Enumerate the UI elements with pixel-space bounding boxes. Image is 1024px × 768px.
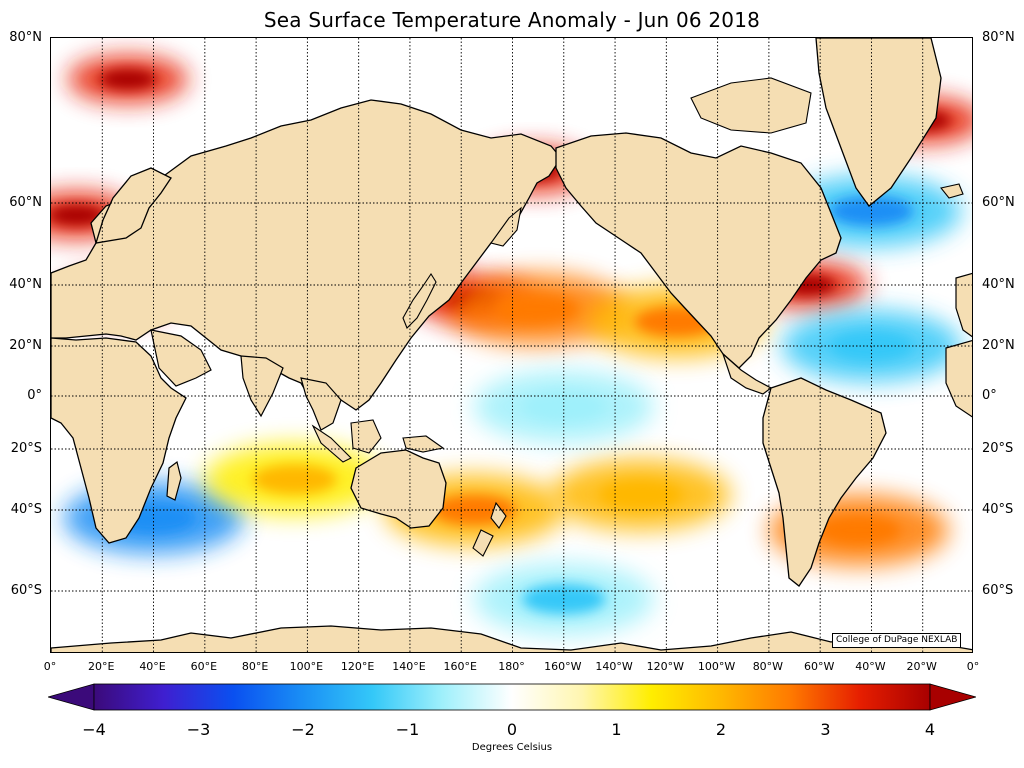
anomaly-core-barents <box>99 69 156 90</box>
colorbar-high-arrow <box>929 683 978 711</box>
anomaly-core-north-pacific-band <box>496 294 581 325</box>
landmass-new-zealand <box>472 501 507 557</box>
landmass-kamchatka <box>490 206 522 247</box>
longitude-label: 20°E <box>88 660 115 673</box>
longitude-label: 140°E <box>392 660 426 673</box>
longitude-label: 60°W <box>803 660 835 673</box>
sst-anomaly-map <box>50 37 973 653</box>
longitude-label: 60°E <box>190 660 218 673</box>
map-title: Sea Surface Temperature Anomaly - Jun 06… <box>263 8 761 32</box>
colorbar-tick-label: 3 <box>820 720 831 739</box>
landmass-africa <box>51 337 187 544</box>
latitude-label: 0° <box>982 388 997 403</box>
longitude-label: 20°W <box>906 660 937 673</box>
landmass-madagascar <box>166 460 182 501</box>
longitude-label: 120°W <box>646 660 685 673</box>
latitude-label: 20°N <box>9 338 42 353</box>
latitude-label: 0° <box>27 388 42 403</box>
landmass-north-america <box>555 132 842 369</box>
landmass-iberia <box>955 272 972 338</box>
latitude-label: 40°N <box>9 277 42 292</box>
longitude-label: 0° <box>43 660 57 673</box>
graticule <box>51 38 972 652</box>
landmass-eurasia <box>51 99 562 411</box>
credit-label: College of DuPage NEXLAB <box>832 633 962 648</box>
landmass-japan <box>402 272 437 329</box>
landmass-scandinavia <box>95 167 172 244</box>
colorbar-tick-label: −1 <box>395 720 420 739</box>
landmass-iceland <box>940 183 964 199</box>
longitude-label: 100°E <box>289 660 324 673</box>
anomaly-core-irminger <box>829 196 914 227</box>
latitude-label: 80°N <box>9 30 42 45</box>
longitude-label: 140°W <box>595 660 633 673</box>
longitude-label: 80°W <box>752 660 784 673</box>
longitude-label: 120°E <box>340 660 375 673</box>
colorbar-tick-label: −2 <box>291 720 315 739</box>
landmass-central-america <box>721 352 773 395</box>
colorbar-body <box>93 683 931 711</box>
landmass-borneo <box>350 419 382 454</box>
colorbar-label: Degrees Celsius <box>471 742 553 753</box>
longitude-label: 0° <box>966 660 980 673</box>
landmass-arctic-islands <box>690 77 812 134</box>
colorbar-low-arrow <box>46 683 95 711</box>
longitude-label: 40°W <box>855 660 886 673</box>
longitude-label: 160°E <box>443 660 477 673</box>
colorbar-graphic <box>46 683 978 711</box>
latitude-label: 20°S <box>10 441 42 456</box>
latitude-label: 80°N <box>982 30 1015 45</box>
longitude-label: 180° <box>498 660 525 673</box>
latitude-label: 20°S <box>982 441 1014 456</box>
latitude-label: 60°S <box>10 583 42 598</box>
colorbar-tick-label: 0 <box>506 720 518 739</box>
colorbar-tick-label: −3 <box>186 720 211 739</box>
anomaly-core-indian-ocean-warm <box>252 464 337 495</box>
latitude-label: 40°S <box>982 502 1014 517</box>
landmass-indochina <box>300 377 342 431</box>
latitude-label: 40°S <box>10 502 42 517</box>
colorbar-tick-label: −4 <box>82 720 106 739</box>
landmass-india <box>240 355 284 418</box>
landmass-sumatra <box>311 424 352 463</box>
landmass-layer <box>51 38 972 652</box>
landmass-australia <box>350 449 447 529</box>
latitude-label: 20°N <box>982 338 1015 353</box>
landmass-arabia <box>150 329 212 387</box>
colorbar-tick-label: 4 <box>924 720 936 739</box>
longitude-label: 160°W <box>544 660 582 673</box>
latitude-label: 40°N <box>982 277 1015 292</box>
latitude-label: 60°N <box>982 195 1015 210</box>
landmass-west-africa-edge <box>945 339 972 418</box>
landmass-new-guinea <box>402 435 445 453</box>
longitude-label: 100°W <box>697 660 736 673</box>
anomaly-core-north-sea-baltic <box>51 205 105 226</box>
landmass-south-america <box>762 377 887 587</box>
anomaly-core-south-pacific-warm <box>598 479 683 510</box>
colorbar <box>46 683 978 711</box>
colorbar-tick-label: 1 <box>611 720 622 739</box>
latitude-label: 60°S <box>982 583 1014 598</box>
map-canvas <box>51 38 972 652</box>
anomaly-core-south-atlantic-warm <box>816 515 901 546</box>
longitude-label: 40°E <box>139 660 166 673</box>
landmass-greenland <box>815 38 942 207</box>
longitude-label: 80°E <box>241 660 269 673</box>
colorbar-tick-label: 2 <box>715 720 727 739</box>
latitude-label: 60°N <box>9 195 42 210</box>
